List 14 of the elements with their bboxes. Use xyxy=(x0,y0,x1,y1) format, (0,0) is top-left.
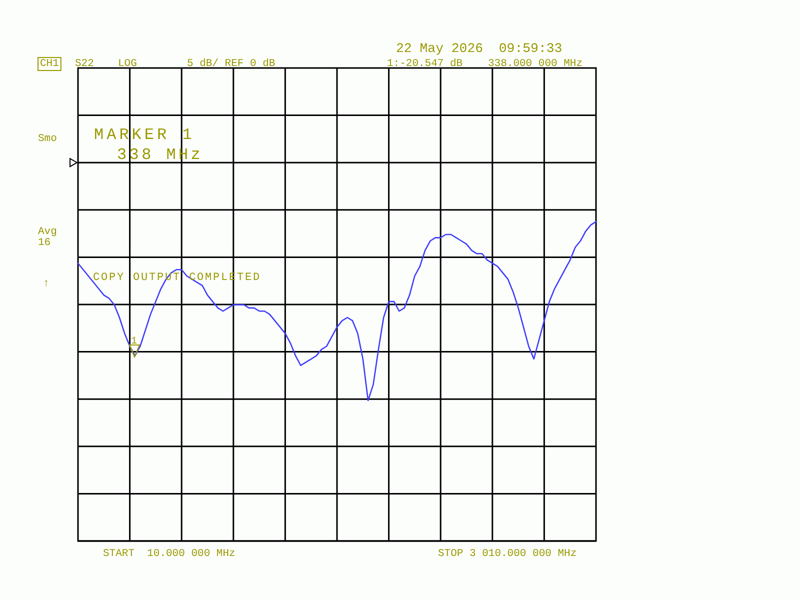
annotation: 1 xyxy=(130,336,138,348)
text: 1:-20.547 dB xyxy=(387,58,463,70)
text: 22 May 2026 09:59:33 xyxy=(396,41,562,56)
text: START 10.000 000 MHz xyxy=(103,548,236,560)
text: Avg xyxy=(38,226,57,238)
text: LOG xyxy=(118,58,137,70)
text: STOP 3 010.000 000 MHz xyxy=(438,548,577,560)
text: 5 dB/ REF 0 dB xyxy=(187,58,276,70)
text: CH1 xyxy=(40,58,59,70)
text: 338.000 000 MHz xyxy=(488,58,583,70)
text: Smo xyxy=(38,133,57,145)
text: S22 xyxy=(75,58,94,70)
text: ↑ xyxy=(43,278,50,290)
text: 16 xyxy=(38,237,51,249)
